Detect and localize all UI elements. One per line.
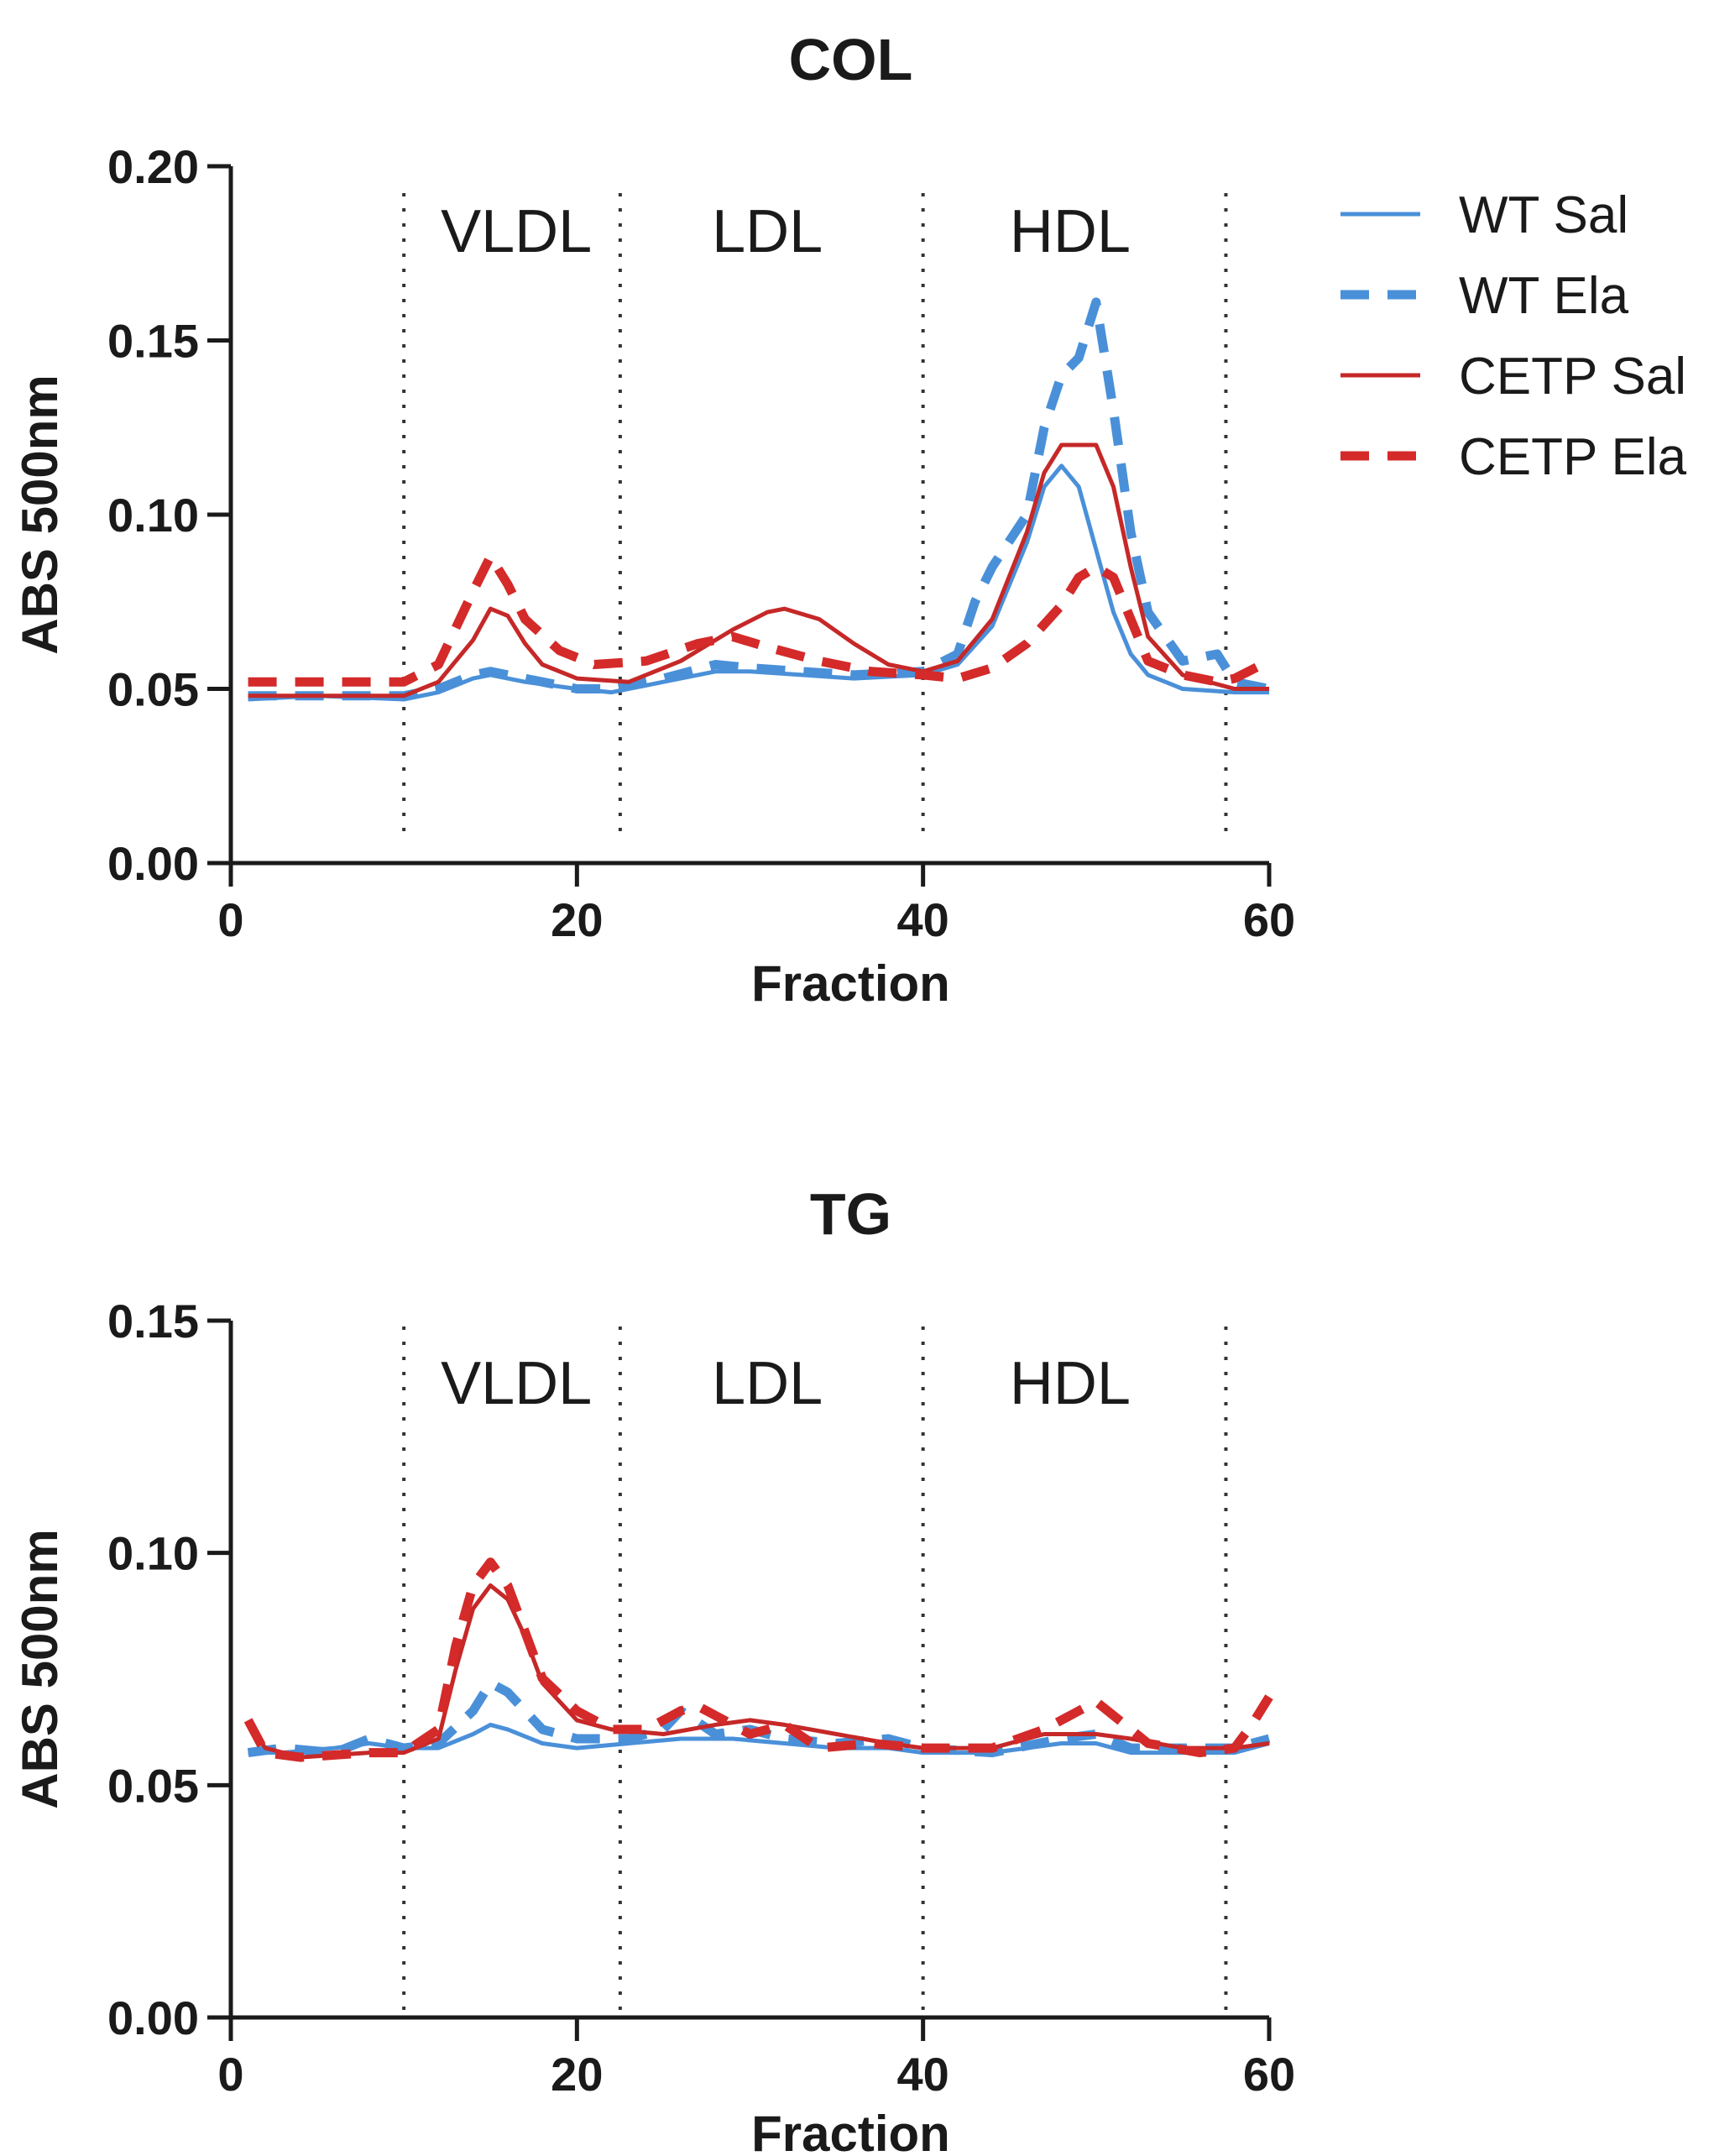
tg-region-label-hdl: HDL [1010, 1350, 1131, 1417]
tg-y-tick-label: 0.00 [107, 1991, 199, 2044]
legend: WT Sal WT Ela CETP Sal CETP Ela [1340, 186, 1687, 486]
col-series-wt-ela [248, 297, 1271, 701]
col-x-axis-label: Fraction [751, 955, 950, 1012]
col-chart-panel: COL 0.00 0.05 0.10 0.15 0.20 0 20 40 60 Fraction AB… [12, 27, 1295, 1012]
col-region-label-ldl: LDL [712, 198, 823, 265]
col-y-tick-label: 0.15 [107, 315, 199, 368]
legend-label: CETP Ela [1459, 428, 1687, 486]
col-region-label-hdl: HDL [1010, 198, 1131, 265]
col-y-axis-label: ABS 500nm [12, 374, 68, 654]
legend-label: WT Ela [1459, 267, 1629, 325]
tg-region-label-ldl: LDL [712, 1350, 823, 1417]
col-y-tick-label: 0.00 [107, 837, 199, 890]
tg-x-tick-label: 40 [897, 2048, 949, 2101]
tg-x-tick-label: 60 [1243, 2048, 1295, 2101]
tg-x-tick-label: 20 [551, 2048, 603, 2101]
tg-series-cetp-ela [243, 1557, 1273, 1762]
col-x-tick-label: 0 [217, 893, 243, 946]
col-y-tick-label: 0.10 [107, 489, 199, 542]
col-chart-title: COL [789, 27, 913, 92]
tg-chart-title: TG [810, 1181, 891, 1247]
tg-region-label-vldl: VLDL [441, 1350, 592, 1417]
col-region-label-vldl: VLDL [441, 198, 592, 265]
col-x-tick-label: 60 [1243, 893, 1295, 946]
tg-x-axis-label: Fraction [751, 2106, 950, 2156]
col-x-tick-label: 40 [897, 893, 949, 946]
tg-y-tick-label: 0.05 [107, 1759, 199, 1812]
tg-y-tick-label: 0.15 [107, 1295, 199, 1348]
tg-y-axis-label: ABS 500nm [12, 1529, 68, 1808]
tg-x-tick-label: 0 [217, 2048, 243, 2101]
col-x-tick-label: 20 [551, 893, 603, 946]
legend-label: WT Sal [1459, 186, 1628, 244]
col-series-cetp-sal [248, 442, 1269, 699]
col-series-cetp-ela [248, 552, 1272, 687]
col-y-tick-label: 0.20 [107, 140, 199, 193]
tg-y-tick-label: 0.10 [107, 1527, 199, 1580]
col-y-tick-label: 0.05 [107, 663, 199, 716]
tg-chart-panel: TG 0.00 0.05 0.10 0.15 0 20 40 60 Fraction ABS 500… [12, 1181, 1295, 2156]
legend-label: CETP Sal [1459, 348, 1686, 406]
